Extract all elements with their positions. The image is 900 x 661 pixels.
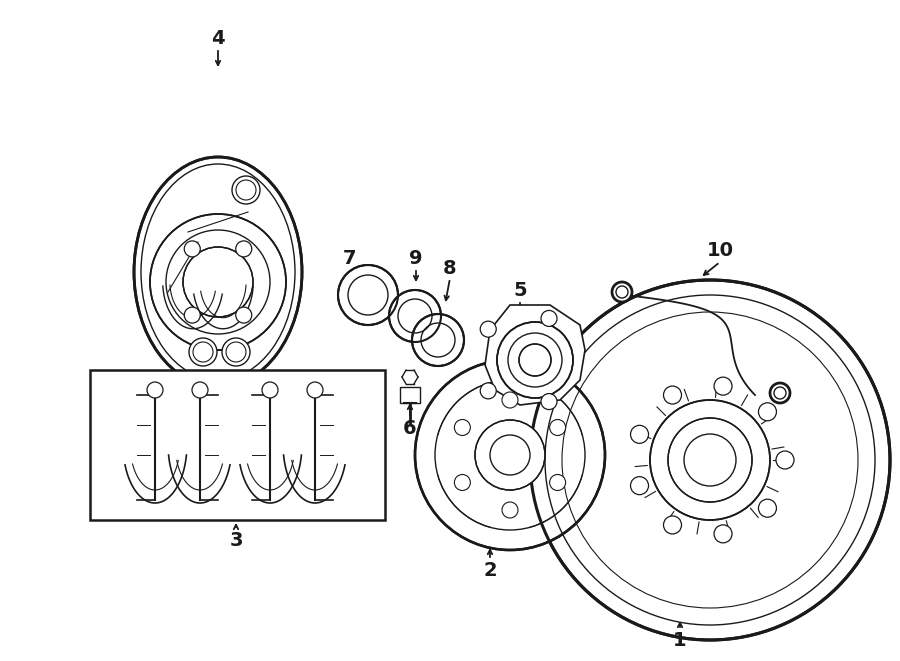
Circle shape (307, 382, 323, 398)
Circle shape (541, 393, 557, 410)
Circle shape (541, 311, 557, 327)
Text: 6: 6 (403, 418, 417, 438)
Circle shape (236, 307, 252, 323)
Circle shape (650, 400, 770, 520)
Text: 8: 8 (443, 258, 457, 278)
Circle shape (714, 377, 732, 395)
Bar (400, 387, 420, 403)
Circle shape (502, 392, 518, 408)
Circle shape (519, 344, 551, 376)
Circle shape (189, 338, 217, 366)
Circle shape (663, 516, 681, 534)
Circle shape (631, 425, 649, 444)
Circle shape (412, 314, 464, 366)
Circle shape (550, 475, 565, 490)
Circle shape (530, 280, 890, 640)
Circle shape (150, 214, 286, 350)
Text: 7: 7 (343, 249, 356, 268)
Text: 9: 9 (410, 249, 423, 268)
Circle shape (759, 499, 777, 517)
Polygon shape (485, 305, 585, 405)
Circle shape (481, 383, 496, 399)
Circle shape (770, 383, 790, 403)
Circle shape (236, 241, 252, 257)
Circle shape (454, 420, 471, 436)
Circle shape (222, 338, 250, 366)
Circle shape (663, 386, 681, 404)
Circle shape (714, 525, 732, 543)
Circle shape (550, 420, 565, 436)
Bar (90, 370, 385, 520)
Circle shape (192, 382, 208, 398)
Circle shape (631, 477, 649, 494)
Circle shape (232, 176, 260, 204)
Circle shape (184, 241, 201, 257)
Circle shape (338, 265, 398, 325)
Ellipse shape (134, 157, 302, 387)
Circle shape (497, 322, 573, 398)
Circle shape (612, 282, 632, 302)
Circle shape (262, 382, 278, 398)
Circle shape (502, 502, 518, 518)
Circle shape (415, 360, 605, 550)
Circle shape (759, 403, 777, 421)
Circle shape (668, 418, 752, 502)
Circle shape (475, 420, 545, 490)
Text: 2: 2 (483, 561, 497, 580)
Circle shape (184, 307, 201, 323)
Circle shape (389, 290, 441, 342)
Circle shape (776, 451, 794, 469)
Circle shape (481, 321, 496, 337)
Circle shape (183, 247, 253, 317)
Text: 5: 5 (513, 280, 526, 299)
Text: 10: 10 (706, 241, 733, 260)
Text: 1: 1 (673, 631, 687, 650)
Circle shape (454, 475, 471, 490)
Text: 4: 4 (212, 28, 225, 48)
Text: 3: 3 (230, 531, 243, 549)
Circle shape (147, 382, 163, 398)
